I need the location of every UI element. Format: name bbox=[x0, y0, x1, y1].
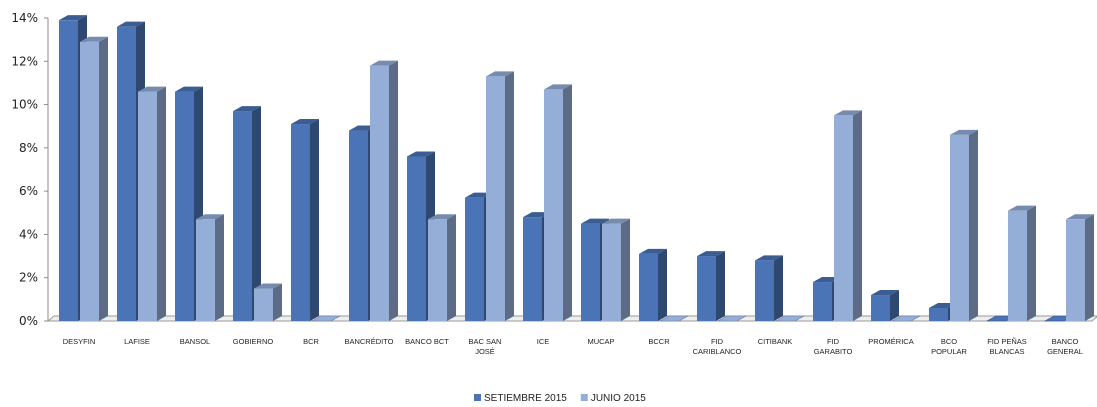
x-tick-label: BANCO GENERAL bbox=[1047, 337, 1083, 356]
bar-setiembre-2015 bbox=[639, 249, 667, 321]
bar-junio-2015 bbox=[254, 284, 282, 321]
x-tick-label: BCCR bbox=[648, 337, 670, 346]
bar-junio-2015 bbox=[80, 37, 108, 321]
x-tick-label: BANSOL bbox=[180, 337, 210, 346]
x-tick-label: BCR bbox=[303, 337, 319, 346]
y-tick-label: 14% bbox=[11, 11, 38, 25]
bar-junio-2015 bbox=[602, 219, 630, 321]
chart-legend: SETIEMBRE 2015 JUNIO 2015 bbox=[474, 393, 646, 404]
bar-setiembre-2015 bbox=[755, 255, 783, 321]
x-tick-label: FID GARABITO bbox=[814, 337, 853, 356]
bar-setiembre-2015 bbox=[697, 251, 725, 321]
x-tick-label: ICE bbox=[537, 337, 550, 346]
bar-junio-2015 bbox=[486, 71, 514, 321]
y-tick-label: 0% bbox=[19, 314, 38, 328]
bar-junio-2015 bbox=[1008, 206, 1036, 321]
x-tick-label: GOBIERNO bbox=[233, 337, 274, 346]
legend-label: JUNIO 2015 bbox=[591, 393, 646, 404]
x-tick-label: BCO POPULAR bbox=[931, 337, 967, 356]
x-tick-label: DESYFIN bbox=[63, 337, 96, 346]
bar-setiembre-2015 bbox=[871, 290, 899, 321]
y-tick-label: 10% bbox=[11, 98, 38, 112]
x-tick-label: CITIBANK bbox=[758, 337, 793, 346]
bar-setiembre-2015 bbox=[291, 119, 319, 321]
bar-junio-2015 bbox=[1066, 214, 1094, 321]
legend-swatch bbox=[474, 394, 481, 401]
bar-junio-2015 bbox=[428, 214, 456, 321]
x-tick-label: LAFISE bbox=[124, 337, 150, 346]
x-tick-label: PROMÉRICA bbox=[868, 337, 913, 346]
legend-label: SETIEMBRE 2015 bbox=[484, 393, 567, 404]
x-tick-label: FID PEÑAS BLANCAS bbox=[987, 337, 1027, 356]
y-tick-label: 8% bbox=[19, 141, 38, 155]
legend-swatch bbox=[581, 394, 588, 401]
bar-junio-2015 bbox=[370, 61, 398, 321]
bar-junio-2015 bbox=[138, 87, 166, 321]
y-tick-label: 6% bbox=[19, 184, 38, 198]
x-tick-label: BAC SAN JOSÉ bbox=[469, 337, 502, 356]
x-tick-label: FID CARIBLANCO bbox=[693, 337, 742, 356]
x-tick-label: BANCRÉDITO bbox=[344, 337, 393, 346]
y-tick-label: 2% bbox=[19, 271, 38, 285]
bar-junio-2015 bbox=[196, 214, 224, 321]
x-tick-label: BANCO BCT bbox=[405, 337, 449, 346]
bar-junio-2015 bbox=[544, 84, 572, 321]
y-tick-label: 12% bbox=[11, 54, 38, 68]
bar-junio-2015 bbox=[950, 130, 978, 321]
y-tick-label: 4% bbox=[19, 227, 38, 241]
bar-junio-2015 bbox=[834, 110, 862, 321]
x-tick-label: MUCAP bbox=[587, 337, 614, 346]
